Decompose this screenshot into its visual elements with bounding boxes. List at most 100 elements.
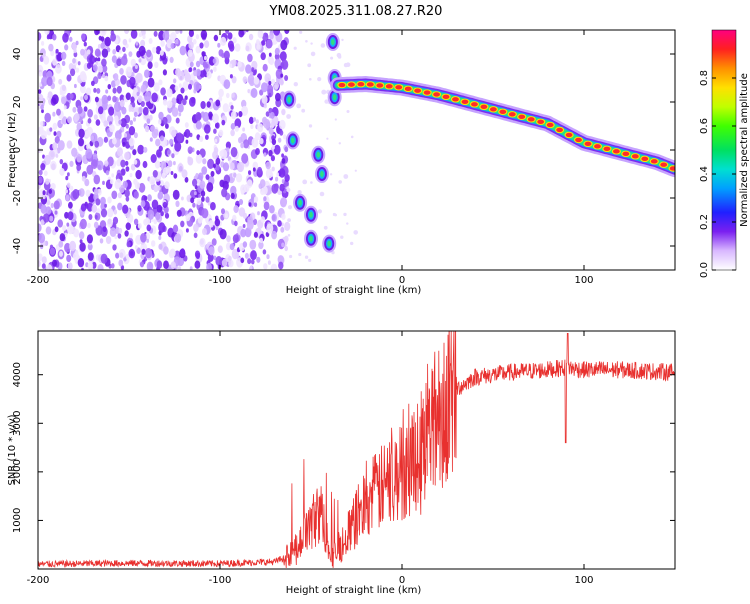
noise-speckle [141, 248, 146, 255]
noise-speckle [169, 32, 177, 42]
noise-speckle [104, 75, 109, 82]
noise-speckle [173, 173, 178, 179]
noise-speckle [102, 180, 105, 185]
noise-speckle [158, 235, 162, 240]
noise-speckle [175, 30, 180, 35]
noise-speckle [111, 190, 118, 200]
spectral-blob [293, 193, 308, 212]
track-bead-core [433, 92, 440, 97]
noise-speckle [114, 115, 119, 122]
noise-speckle [238, 111, 243, 118]
noise-speckle [160, 210, 164, 217]
noise-speckle [52, 122, 58, 130]
noise-speckle [212, 113, 220, 124]
noise-speckle [192, 178, 198, 187]
noise-speckle [69, 185, 74, 191]
noise-speckle [38, 169, 43, 176]
noise-speckle [146, 261, 154, 270]
noise-speckle [215, 256, 223, 266]
noise-speckle [137, 205, 142, 212]
noise-speckle [138, 32, 143, 38]
noise-speckle [68, 201, 73, 209]
noise-speckle [193, 81, 201, 92]
noise-speckle [162, 99, 168, 106]
colorbar-tick-label: 0.2 [699, 214, 710, 230]
noise-speckle [147, 61, 153, 69]
track-bead-core [442, 94, 450, 100]
noise-speckle [260, 187, 265, 196]
noise-speckle [211, 238, 217, 246]
noise-speckle [271, 138, 277, 146]
noise-speckle [162, 69, 167, 76]
noise-speckle [286, 188, 291, 192]
noise-speckle [229, 243, 235, 251]
noise-speckle [167, 160, 173, 168]
noise-speckle [57, 140, 65, 151]
noise-speckle [261, 95, 268, 104]
noise-speckle [61, 96, 67, 105]
noise-speckle [93, 87, 97, 93]
noise-speckle [229, 162, 235, 170]
noise-speckle [50, 50, 55, 57]
noise-speckle [185, 228, 189, 233]
noise-speckle [142, 106, 149, 116]
noise-speckle [182, 98, 187, 106]
noise-speckle [162, 30, 170, 41]
noise-speckle [245, 45, 250, 52]
noise-speckle [96, 88, 101, 94]
noise-speckle [90, 135, 94, 141]
noise-speckle [340, 235, 344, 239]
track-bead-core [584, 141, 592, 147]
noise-speckle [152, 170, 158, 178]
noise-speckle [151, 199, 159, 210]
noise-speckle [75, 40, 79, 46]
noise-speckle [95, 60, 99, 66]
noise-speckle [171, 129, 177, 138]
noise-speckle [253, 76, 260, 85]
noise-speckle [262, 32, 269, 42]
noise-speckle [166, 88, 173, 98]
noise-speckle [234, 125, 239, 132]
noise-speckle [237, 61, 242, 68]
x-tick-label: -200 [27, 575, 50, 586]
noise-speckle [79, 242, 86, 252]
noise-speckle [166, 100, 173, 109]
noise-speckle [262, 249, 267, 255]
noise-speckle [242, 76, 248, 84]
noise-speckle [225, 242, 232, 251]
noise-speckle [192, 39, 197, 45]
noise-speckle [137, 223, 142, 229]
noise-speckle [115, 252, 120, 259]
noise-speckle [237, 161, 245, 173]
x-axis-label: Height of straight line (km) [286, 585, 422, 596]
noise-speckle [93, 114, 98, 120]
noise-speckle [144, 69, 150, 78]
noise-speckle [180, 220, 185, 228]
noise-speckle [38, 89, 42, 94]
noise-speckle [94, 96, 99, 103]
noise-speckle [86, 164, 94, 175]
noise-speckle [87, 261, 94, 270]
noise-speckle [76, 164, 82, 171]
noise-speckle [187, 35, 193, 43]
noise-speckle [112, 49, 117, 55]
noise-speckle [175, 200, 180, 207]
noise-speckle [334, 118, 337, 121]
noise-speckle [138, 58, 142, 63]
noise-speckle [350, 135, 354, 139]
noise-speckle [79, 231, 85, 240]
noise-speckle [215, 164, 220, 171]
noise-speckle [51, 183, 56, 190]
noise-speckle [44, 112, 51, 123]
noise-speckle [221, 258, 228, 267]
noise-speckle [230, 147, 238, 158]
noise-speckle [112, 95, 117, 103]
noise-speckle [52, 111, 56, 117]
noise-speckle [64, 44, 69, 51]
noise-speckle [40, 104, 44, 110]
noise-speckle [266, 84, 274, 95]
noise-speckle [188, 41, 194, 50]
noise-speckle [195, 111, 202, 122]
noise-speckle [75, 67, 80, 73]
